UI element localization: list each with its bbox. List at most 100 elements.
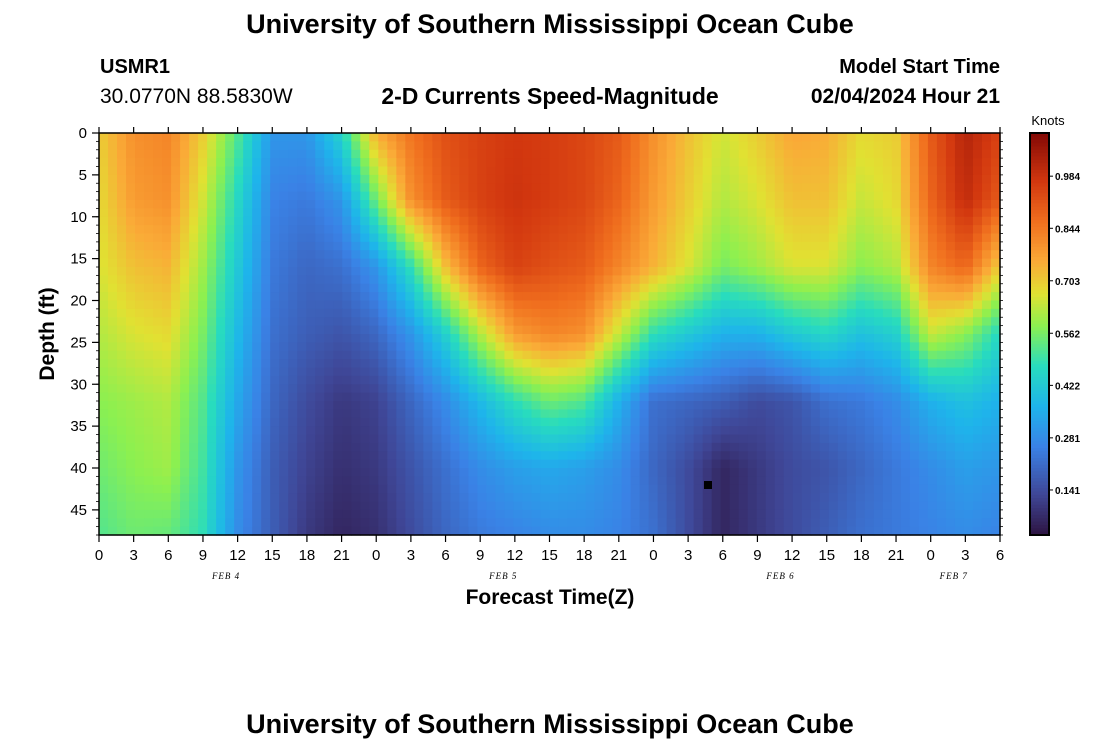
heatmap-cell bbox=[243, 434, 253, 444]
heatmap-cell bbox=[846, 183, 857, 193]
heatmap-cell bbox=[594, 384, 605, 394]
heatmap-cell bbox=[360, 350, 370, 360]
heatmap-cell bbox=[306, 334, 316, 343]
heatmap-cell bbox=[153, 434, 163, 444]
heatmap-cell bbox=[927, 258, 938, 268]
heatmap-cell bbox=[666, 426, 677, 436]
heatmap-cell bbox=[216, 334, 226, 343]
heatmap-cell bbox=[225, 493, 235, 503]
heatmap-cell bbox=[756, 250, 767, 260]
heatmap-cell bbox=[972, 216, 983, 226]
heatmap-cell bbox=[837, 367, 848, 377]
heatmap-cell bbox=[648, 417, 659, 427]
heatmap-cell bbox=[99, 501, 109, 511]
heatmap-cell bbox=[738, 183, 749, 193]
heatmap-cell bbox=[855, 216, 866, 226]
heatmap-cell bbox=[693, 308, 704, 318]
heatmap-cell bbox=[531, 468, 542, 477]
heatmap-cell bbox=[756, 158, 767, 168]
heatmap-cell bbox=[828, 292, 839, 302]
heatmap-cell bbox=[648, 484, 659, 494]
heatmap-cell bbox=[378, 384, 388, 394]
heatmap-cell bbox=[792, 141, 803, 151]
heatmap-cell bbox=[513, 476, 524, 486]
heatmap-cell bbox=[360, 342, 370, 352]
heatmap-cell bbox=[963, 417, 974, 427]
heatmap-cell bbox=[225, 375, 235, 385]
heatmap-cell bbox=[801, 367, 812, 377]
heatmap-cell bbox=[504, 166, 515, 176]
heatmap-cell bbox=[675, 384, 686, 394]
heatmap-cell bbox=[135, 342, 145, 352]
heatmap-cell bbox=[963, 292, 974, 302]
heatmap-cell bbox=[846, 200, 857, 209]
heatmap-cell bbox=[621, 375, 632, 385]
heatmap-cell bbox=[612, 401, 623, 410]
heatmap-cell bbox=[153, 451, 163, 461]
heatmap-cell bbox=[576, 200, 587, 209]
heatmap-cell bbox=[864, 250, 875, 260]
heatmap-cell bbox=[378, 417, 388, 427]
heatmap-cell bbox=[567, 149, 578, 159]
heatmap-cell bbox=[873, 409, 884, 419]
heatmap-cell bbox=[918, 392, 929, 402]
heatmap-cell bbox=[684, 526, 695, 536]
heatmap-cell bbox=[144, 476, 154, 486]
heatmap-cell bbox=[171, 158, 181, 168]
heatmap-cell bbox=[558, 292, 569, 302]
heatmap-cell bbox=[459, 401, 470, 410]
heatmap-cell bbox=[207, 518, 217, 528]
heatmap-cell bbox=[936, 174, 947, 184]
heatmap-cell bbox=[693, 484, 704, 494]
heatmap-cell bbox=[324, 509, 334, 519]
heatmap-cell bbox=[810, 392, 821, 402]
heatmap-cell bbox=[702, 392, 713, 402]
heatmap-cell bbox=[531, 174, 542, 184]
heatmap-cell bbox=[171, 442, 181, 452]
heatmap-cell bbox=[792, 426, 803, 436]
heatmap-cell bbox=[432, 409, 442, 419]
heatmap-cell bbox=[801, 183, 812, 193]
heatmap-cell bbox=[378, 468, 388, 477]
heatmap-cell bbox=[783, 208, 794, 218]
heatmap-cell bbox=[954, 401, 965, 410]
heatmap-cell bbox=[900, 174, 911, 184]
heatmap-cell bbox=[135, 518, 145, 528]
heatmap-cell bbox=[810, 476, 821, 486]
heatmap-cell bbox=[531, 526, 542, 536]
heatmap-cell bbox=[801, 250, 812, 260]
heatmap-cell bbox=[954, 426, 965, 436]
heatmap-cell bbox=[270, 183, 280, 193]
heatmap-cell bbox=[360, 267, 370, 276]
heatmap-cell bbox=[378, 166, 388, 176]
heatmap-cell bbox=[747, 308, 758, 318]
heatmap-cell bbox=[477, 292, 488, 302]
heatmap-cell bbox=[981, 141, 992, 151]
heatmap-cell bbox=[882, 350, 893, 360]
heatmap-cell bbox=[333, 459, 343, 469]
heatmap-cell bbox=[990, 283, 1001, 293]
heatmap-cell bbox=[792, 359, 803, 369]
heatmap-cell bbox=[783, 317, 794, 327]
heatmap-cell bbox=[720, 442, 731, 452]
heatmap-cell bbox=[297, 292, 307, 302]
heatmap-cell bbox=[774, 216, 785, 226]
heatmap-cell bbox=[279, 384, 289, 394]
heatmap-cell bbox=[828, 417, 839, 427]
heatmap-cell bbox=[405, 401, 415, 410]
heatmap-cell bbox=[189, 275, 199, 285]
heatmap-cell bbox=[981, 350, 992, 360]
heatmap-cell bbox=[189, 133, 199, 142]
heatmap-cell bbox=[513, 451, 524, 461]
heatmap-cell bbox=[693, 300, 704, 310]
heatmap-cell bbox=[873, 133, 884, 142]
heatmap-cell bbox=[99, 476, 109, 486]
heatmap-cell bbox=[585, 367, 596, 377]
heatmap-cell bbox=[738, 401, 749, 410]
heatmap-cell bbox=[243, 409, 253, 419]
heatmap-cell bbox=[792, 476, 803, 486]
heatmap-cell bbox=[216, 166, 226, 176]
heatmap-cell bbox=[261, 367, 271, 377]
heatmap-cell bbox=[864, 334, 875, 343]
heatmap-cell bbox=[585, 300, 596, 310]
